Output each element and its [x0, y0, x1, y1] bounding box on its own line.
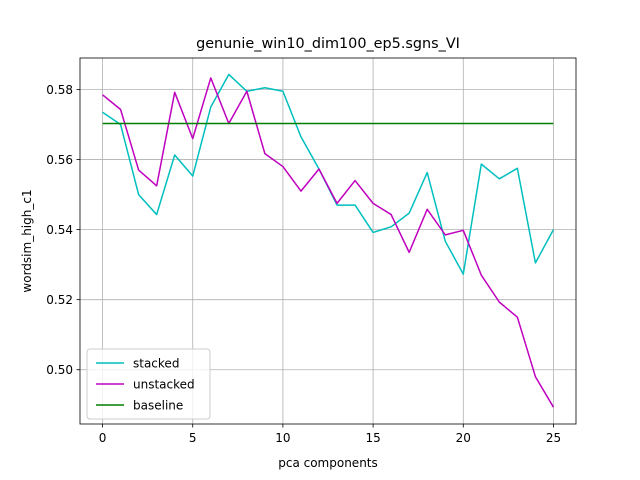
legend-label-unstacked: unstacked	[133, 377, 195, 391]
chart-title: genunie_win10_dim100_ep5.sgns_VI	[196, 36, 460, 52]
x-tick-label: 0	[99, 431, 107, 445]
y-tick-label: 0.52	[46, 293, 73, 307]
y-tick-label: 0.58	[46, 83, 73, 97]
y-tick-label: 0.50	[46, 363, 73, 377]
legend-box	[86, 348, 211, 420]
y-axis-label: wordsim_high_c1	[20, 189, 34, 292]
x-axis-label: pca components	[278, 456, 378, 470]
x-tick-label: 25	[546, 431, 561, 445]
x-tick-label: 5	[189, 431, 197, 445]
series-group	[102, 73, 555, 408]
y-tick-label: 0.56	[46, 153, 73, 167]
x-tick-label: 10	[275, 431, 290, 445]
y-tick-label: 0.54	[46, 223, 73, 237]
legend-label-baseline: baseline	[133, 398, 183, 412]
unstacked-series-line	[102, 77, 555, 408]
ticks: 0 5 10 15 20 25 0.50 0.52 0.54 0.56 0.58	[46, 83, 561, 445]
x-tick-label: 15	[365, 431, 380, 445]
x-tick-label: 20	[456, 431, 471, 445]
legend: stacked unstacked baseline	[86, 348, 211, 420]
legend-label-stacked: stacked	[133, 356, 179, 370]
stacked-series-line	[102, 73, 555, 275]
plot-frame	[79, 57, 577, 425]
